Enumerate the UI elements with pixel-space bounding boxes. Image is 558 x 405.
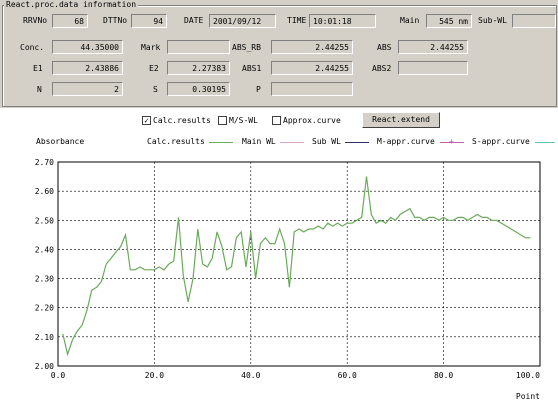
main-field[interactable]: 545 nm bbox=[426, 14, 472, 28]
legend-s-appr-curve-label: S-appr.curve bbox=[472, 137, 530, 146]
subwl-field[interactable] bbox=[512, 14, 556, 28]
panel-title: React.proc.data information bbox=[4, 0, 139, 9]
legend-main-wl-swatch bbox=[280, 142, 304, 143]
calc-results-checkbox[interactable]: ✓ bbox=[142, 116, 151, 125]
y-tick-label: 2.40 bbox=[35, 245, 54, 254]
e1-label: E1 bbox=[33, 64, 43, 73]
y-tick-label: 2.50 bbox=[35, 216, 54, 225]
abs-label: ABS bbox=[377, 43, 392, 52]
abs-rb-field[interactable]: 2.44255 bbox=[271, 40, 353, 54]
x-tick-label: 60.0 bbox=[338, 371, 357, 380]
y-tick-label: 2.00 bbox=[35, 362, 54, 371]
n-label: N bbox=[37, 85, 42, 94]
rrvno-field[interactable]: 68 bbox=[52, 14, 88, 28]
ms-wl-option-label: M/S-WL bbox=[229, 116, 258, 125]
abs2-field[interactable] bbox=[398, 61, 468, 75]
abs-field[interactable]: 2.44255 bbox=[398, 40, 468, 54]
x-tick-label: 0.0 bbox=[51, 371, 66, 380]
legend-m-appr-curve-marker: + bbox=[449, 137, 454, 146]
e2-label: E2 bbox=[149, 64, 159, 73]
time-label: TIME bbox=[287, 16, 307, 25]
abs1-field[interactable]: 2.44255 bbox=[271, 61, 353, 75]
date-field[interactable]: 2001/09/12 bbox=[209, 14, 276, 28]
x-tick-label: 20.0 bbox=[145, 371, 164, 380]
legend-sub-wl-swatch bbox=[345, 142, 369, 143]
legend-s-appr-curve-swatch bbox=[535, 142, 555, 143]
abs-rb-label: ABS_RB bbox=[232, 43, 261, 52]
legend-m-appr-curve-swatch bbox=[440, 142, 464, 143]
subwl-label: Sub-WL bbox=[478, 16, 507, 25]
conc-field[interactable]: 44.35000 bbox=[52, 40, 123, 54]
mark-field[interactable] bbox=[167, 40, 230, 54]
legend-sub-wl-label: Sub WL bbox=[312, 137, 341, 146]
absorbance-label: Absorbance bbox=[36, 137, 85, 146]
y-tick-label: 2.10 bbox=[35, 333, 54, 342]
x-tick-label: 80.0 bbox=[434, 371, 453, 380]
legend-calc-results-swatch bbox=[209, 142, 233, 143]
dttno-field[interactable]: 94 bbox=[131, 14, 167, 28]
legend-main-wl-label: Main WL bbox=[242, 137, 276, 146]
e2-field[interactable]: 2.27383 bbox=[167, 61, 230, 75]
p-label: P bbox=[256, 85, 261, 94]
main-label: Main bbox=[400, 16, 420, 25]
legend-calc-results-label: Calc.results bbox=[147, 137, 205, 146]
dttno-label: DTTNo bbox=[103, 16, 128, 25]
p-field[interactable] bbox=[271, 82, 353, 96]
x-tick-label: 100.0 bbox=[516, 371, 540, 380]
absorbance-chart: 2.00 2.10 2.20 2.30 2.40 2.50 2.60 2.70 0.0 20.0 4… bbox=[35, 158, 541, 401]
y-tick-label: 2.60 bbox=[35, 187, 54, 196]
s-label: S bbox=[153, 85, 158, 94]
mark-label: Mark bbox=[141, 43, 161, 52]
x-tick-label: 40.0 bbox=[241, 371, 260, 380]
rrvno-label: RRVNo bbox=[23, 16, 48, 25]
ms-wl-checkbox[interactable] bbox=[218, 116, 227, 125]
y-tick-label: 2.70 bbox=[35, 158, 54, 167]
react-extend-button[interactable]: React.extend bbox=[362, 112, 440, 128]
approx-curve-checkbox[interactable] bbox=[272, 116, 281, 125]
calc-results-option-label: Calc.results bbox=[153, 116, 211, 125]
time-field[interactable]: 10:01:18 bbox=[309, 14, 376, 28]
plot-area-border bbox=[57, 161, 541, 367]
legend-m-appr-curve-label: M-appr.curve bbox=[377, 137, 435, 146]
plot-panel: ✓ Calc.results M/S-WL Approx.curve React… bbox=[0, 108, 558, 405]
grid-layer bbox=[58, 162, 540, 366]
y-tick-label: 2.30 bbox=[35, 275, 54, 284]
conc-label: Conc. bbox=[20, 43, 45, 52]
x-axis-label: Point bbox=[516, 392, 540, 401]
s-field[interactable]: 0.30195 bbox=[167, 82, 230, 96]
tick-layer: 2.00 2.10 2.20 2.30 2.40 2.50 2.60 2.70 0.0 20.0 4… bbox=[35, 158, 540, 380]
e1-field[interactable]: 2.43886 bbox=[52, 61, 123, 75]
n-field[interactable]: 2 bbox=[52, 82, 123, 96]
abs1-label: ABS1 bbox=[242, 64, 262, 73]
info-groupbox bbox=[2, 5, 557, 107]
y-tick-label: 2.20 bbox=[35, 304, 54, 313]
approx-curve-option-label: Approx.curve bbox=[283, 116, 341, 125]
date-label: DATE bbox=[184, 16, 204, 25]
series-calc-results-line bbox=[62, 176, 531, 357]
abs2-label: ABS2 bbox=[372, 64, 392, 73]
